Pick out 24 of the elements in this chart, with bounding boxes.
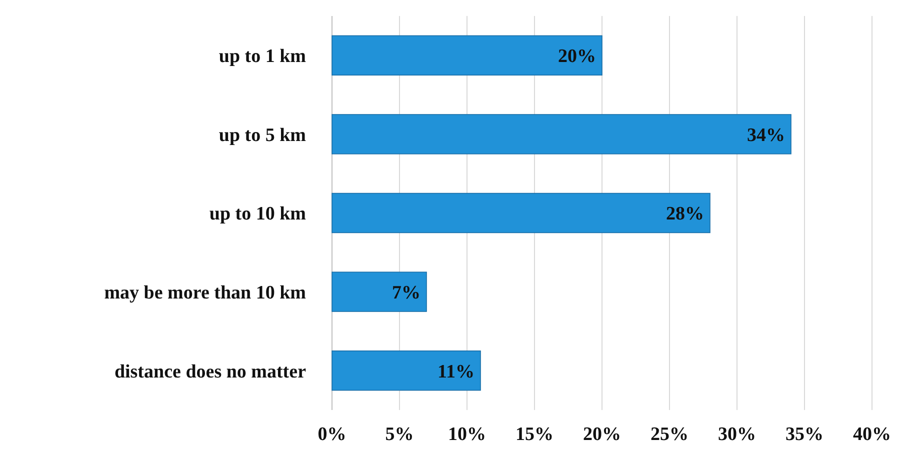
bar [332, 272, 427, 312]
data-label: 34% [747, 124, 785, 146]
bar [332, 114, 792, 154]
x-tick-label: 40% [853, 424, 891, 445]
bar [332, 350, 481, 391]
x-tick-label: 25% [650, 424, 688, 445]
y-tick-label: up to 10 km [209, 204, 306, 225]
bar [332, 192, 710, 234]
data-label: 7% [392, 282, 420, 304]
data-label: 20% [558, 46, 596, 68]
x-tick-label: 20% [583, 424, 621, 445]
x-tick-label: 15% [516, 424, 554, 445]
x-tick-label: 30% [718, 424, 756, 445]
y-tick-label: up to 1 km [218, 46, 306, 68]
bar [332, 35, 602, 76]
data-label: 11% [438, 361, 474, 382]
data-label: 28% [666, 204, 704, 225]
x-tick-label: 0% [318, 424, 346, 445]
x-tick-label: 5% [385, 424, 414, 445]
y-tick-label: distance does no matter [114, 361, 307, 382]
y-tick-label: up to 5 km [218, 124, 306, 146]
x-tick-label: 10% [448, 424, 486, 445]
y-tick-label: may be more than 10 km [104, 282, 306, 304]
x-tick-label: 35% [786, 424, 824, 445]
